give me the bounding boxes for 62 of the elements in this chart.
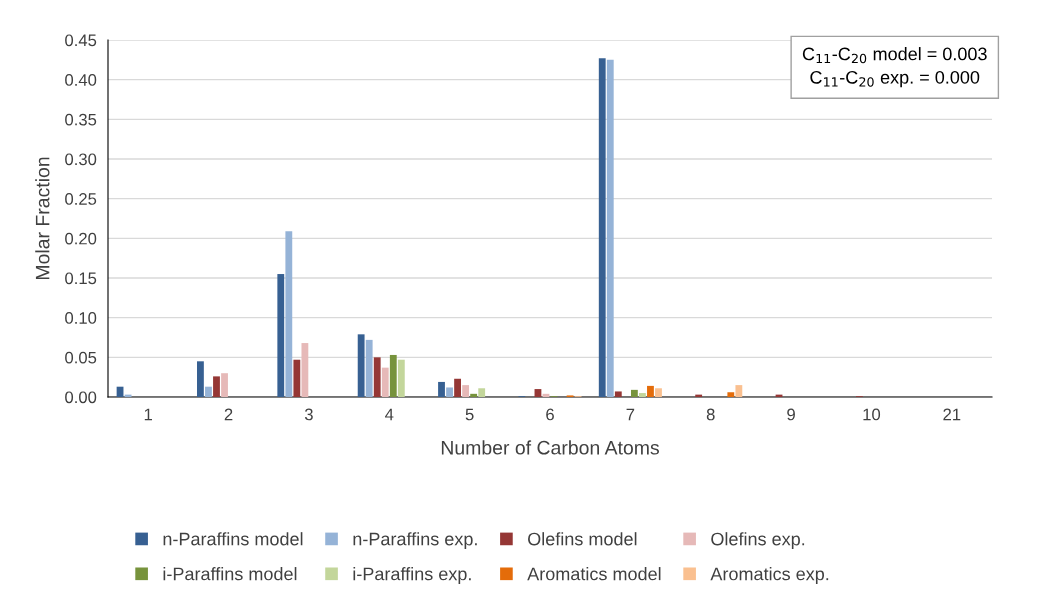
legend-label: n-Paraffins exp. <box>353 532 477 549</box>
bar <box>397 359 405 397</box>
bar <box>221 373 228 397</box>
bar <box>205 386 212 397</box>
legend-label: i-Paraffins exp. <box>353 567 471 584</box>
bar <box>293 359 301 397</box>
x-tick-label: 8 <box>706 408 715 421</box>
annotation: C$_{11}$-C$_{20}$ model = 0.003 <box>802 47 987 64</box>
y-tick-label: 0.30 <box>65 153 97 166</box>
legend-label: Aromatics model <box>527 567 661 581</box>
bar <box>446 387 453 397</box>
y-axis-title: Molar Fraction <box>35 157 50 280</box>
bar <box>655 388 662 397</box>
bar <box>454 378 461 397</box>
bar <box>727 392 735 397</box>
bar <box>301 343 309 397</box>
bar <box>470 393 478 397</box>
annotation: C$_{11}$-C$_{20}$ exp. = 0.000 <box>810 70 980 88</box>
x-tick-label: 1 <box>144 408 152 421</box>
x-tick-label: 9 <box>787 408 795 421</box>
bar <box>647 385 654 397</box>
y-tick-label: 0.35 <box>65 113 97 126</box>
x-tick-label: 6 <box>546 408 554 421</box>
legend-label: Olefins model <box>528 532 637 546</box>
bar <box>478 388 486 397</box>
y-tick-label: 0.20 <box>65 232 97 245</box>
bar <box>285 231 293 397</box>
y-tick-label: 0.15 <box>65 272 97 285</box>
bar <box>614 391 622 397</box>
bar <box>735 385 743 397</box>
bar <box>277 274 285 397</box>
y-tick-label: 0.00 <box>65 391 97 404</box>
bar <box>213 376 220 397</box>
y-tick-label: 0.25 <box>65 193 97 205</box>
bar <box>606 59 614 397</box>
bar <box>389 354 397 397</box>
x-axis-title: Number of Carbon Atoms <box>441 440 659 455</box>
x-tick-label: 5 <box>465 408 474 421</box>
x-tick-label: 10 <box>863 408 881 421</box>
bar <box>438 381 445 397</box>
bar <box>381 367 389 397</box>
x-tick-label: 2 <box>224 408 233 421</box>
legend-label: Aromatics exp. <box>710 567 829 584</box>
y-tick-label: 0.45 <box>65 34 97 47</box>
bar <box>639 393 646 397</box>
x-tick-label: 3 <box>304 408 313 421</box>
legend-label: i-Paraffins model <box>163 567 297 581</box>
x-tick-label: 21 <box>943 408 961 421</box>
bar <box>357 334 365 397</box>
y-tick-label: 0.10 <box>65 312 97 324</box>
bar <box>630 389 638 397</box>
legend-label: Olefins exp. <box>711 532 805 549</box>
legend-label: n-Paraffins model <box>163 532 303 546</box>
x-tick-label: 7 <box>626 408 635 421</box>
y-tick-label: 0.40 <box>65 74 97 86</box>
y-tick-label: 0.05 <box>65 351 97 364</box>
bar <box>598 58 606 397</box>
bar <box>462 385 470 397</box>
bar <box>365 339 373 397</box>
x-tick-label: 4 <box>385 408 394 421</box>
bar <box>373 357 381 397</box>
bar <box>197 361 204 397</box>
